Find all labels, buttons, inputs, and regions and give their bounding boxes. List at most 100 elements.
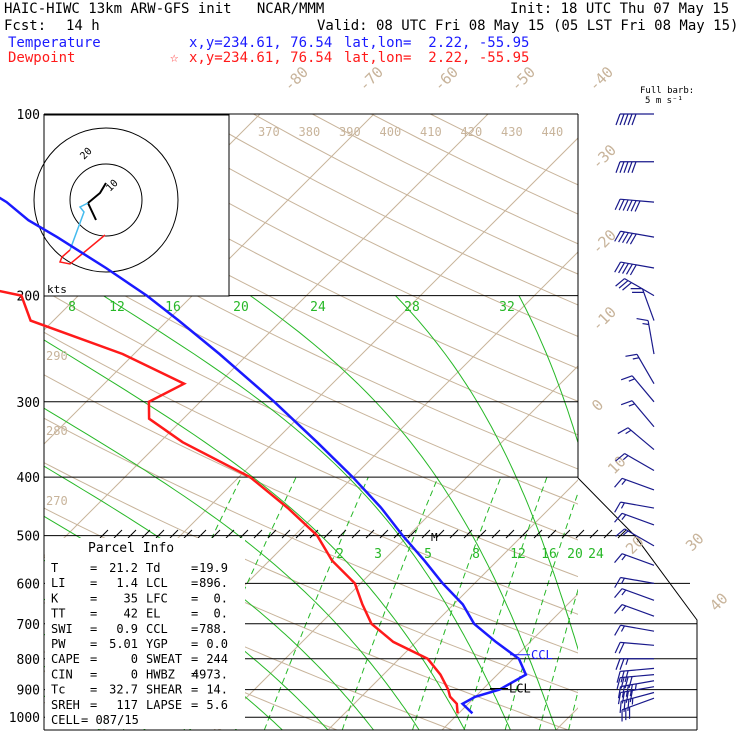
hodograph-ring-inner xyxy=(69,163,143,237)
wind-barb-flag xyxy=(623,161,629,173)
wind-barb-staff xyxy=(620,641,655,646)
parcel-row-value: 788. xyxy=(199,622,228,636)
isotherm-label: -30 xyxy=(588,141,620,173)
dry-adiabat-line xyxy=(44,417,578,654)
freezing-level-hatch xyxy=(197,529,207,539)
mixing-ratio-line xyxy=(504,491,578,730)
parcel-row-equals: = xyxy=(90,591,97,605)
wind-barb xyxy=(619,691,655,714)
parcel-row-value: 0.0 xyxy=(206,637,228,651)
wind-barb-staff xyxy=(620,667,655,672)
dry-adiabat-line xyxy=(44,130,578,402)
pressure-tick-label: 200 xyxy=(17,290,40,305)
wind-barb xyxy=(614,603,655,617)
dewpoint-star-icon: ☆ xyxy=(170,50,179,66)
wind-barb-flag xyxy=(619,113,625,126)
wind-barb-flag xyxy=(624,670,629,683)
freezing-level-hatch xyxy=(505,529,515,539)
wind-barb-flag xyxy=(630,200,637,212)
wind-barb-staff xyxy=(624,453,655,472)
wind-barb-flag xyxy=(615,278,625,287)
wind-barb-staff xyxy=(620,624,655,632)
freezing-level-hatch xyxy=(519,529,529,539)
dewpoint-profile xyxy=(0,289,459,714)
freezing-level-hatch xyxy=(141,529,151,539)
parcel-row-label: LI xyxy=(51,576,65,590)
wind-barb-staff xyxy=(621,697,655,711)
parcel-row-label: SWI xyxy=(51,622,73,636)
mixing-ratio-label: 5 xyxy=(424,547,432,562)
pressure-tick-label: 600 xyxy=(17,577,40,592)
parcel-row-value: 0.9 xyxy=(116,622,138,636)
wind-barb-flag xyxy=(614,261,622,273)
pressure-tick-label: 500 xyxy=(17,530,40,545)
parcel-row-equals: = xyxy=(90,698,97,712)
wind-barb-half-flag xyxy=(625,429,632,435)
pressure-tick-label: 900 xyxy=(17,684,40,699)
wind-barb-flag xyxy=(614,604,623,614)
parcel-row-equals: = xyxy=(191,591,198,605)
isotherm-line xyxy=(0,114,32,730)
freezing-level-hatch xyxy=(449,529,459,539)
freezing-level-hatch xyxy=(323,529,333,539)
wind-barb-staff xyxy=(624,528,655,547)
lcl-label: LCL xyxy=(509,681,531,695)
wind-barb-flag xyxy=(628,676,633,689)
wind-barb-flag xyxy=(627,161,633,173)
freezing-level-hatch xyxy=(183,529,193,539)
parcel-row-label: CCL xyxy=(146,622,168,636)
wind-barb-flag xyxy=(625,353,638,357)
dewpoint-label: Dewpoint xyxy=(8,50,76,66)
wind-barb-half-flag xyxy=(621,589,627,596)
wind-barb xyxy=(614,512,655,526)
parcel-row-label: TT xyxy=(51,607,65,621)
mixing-ratio-label: 32 xyxy=(499,300,515,315)
wind-barb xyxy=(625,353,655,385)
wind-barb-half-flag xyxy=(621,554,627,561)
wind-barb-staff xyxy=(621,477,655,491)
wind-barb-staff xyxy=(620,674,655,679)
wind-barb xyxy=(614,261,655,276)
parcel-row-equals: = xyxy=(191,667,198,681)
wind-barb-half-flag xyxy=(634,683,637,691)
freezing-level-hatch xyxy=(253,529,263,539)
wind-barb-flag xyxy=(621,691,626,704)
parcel-row-value: = 087/15 xyxy=(81,713,139,727)
wind-barb xyxy=(630,288,655,321)
isotherm-label: 10 xyxy=(604,452,630,478)
mixing-ratio-label: 24 xyxy=(310,300,326,315)
theta-label: 410 xyxy=(420,125,442,139)
mixing-ratio-label: 2 xyxy=(336,547,344,562)
moist-adiabat-line xyxy=(518,295,578,445)
isotherm-label: -80 xyxy=(280,63,312,95)
parcel-row-label: YGP xyxy=(146,637,168,651)
dry-adiabat-line xyxy=(44,462,578,694)
parcel-row-value: 5.01 xyxy=(109,637,138,651)
plot-right-edge xyxy=(577,477,698,730)
dry-adiabat-line xyxy=(194,114,578,306)
pressure-tick-label: 400 xyxy=(17,471,40,486)
theta-label: 370 xyxy=(258,125,280,139)
parcel-row-equals: = xyxy=(191,683,198,697)
parcel-row-equals: = xyxy=(191,622,198,636)
parcel-row-label: LFC xyxy=(146,591,168,605)
wind-barb-flag xyxy=(619,161,625,173)
wind-barb xyxy=(614,553,655,566)
isotherm-label: 30 xyxy=(682,529,708,555)
theta-label: 280 xyxy=(46,424,68,438)
parcel-row-label: EL xyxy=(146,607,160,621)
dry-adiabat-line xyxy=(430,114,578,186)
freezing-level-hatch xyxy=(547,529,557,539)
parcel-row-equals: = xyxy=(191,561,198,575)
freezing-level-hatch xyxy=(337,529,347,539)
wind-barb-flag xyxy=(636,317,649,322)
hodograph-ring-outer xyxy=(33,127,179,273)
freezing-level-hatch xyxy=(365,529,375,539)
mixing-ratio-label: 16 xyxy=(165,300,181,315)
parcel-row-value: 42 xyxy=(124,607,138,621)
wind-barb xyxy=(615,453,655,472)
isotherm-label: -40 xyxy=(585,63,617,95)
isotherm-line xyxy=(327,479,578,730)
freezing-level-hatch xyxy=(589,529,599,539)
wind-barb-flag xyxy=(614,512,623,523)
